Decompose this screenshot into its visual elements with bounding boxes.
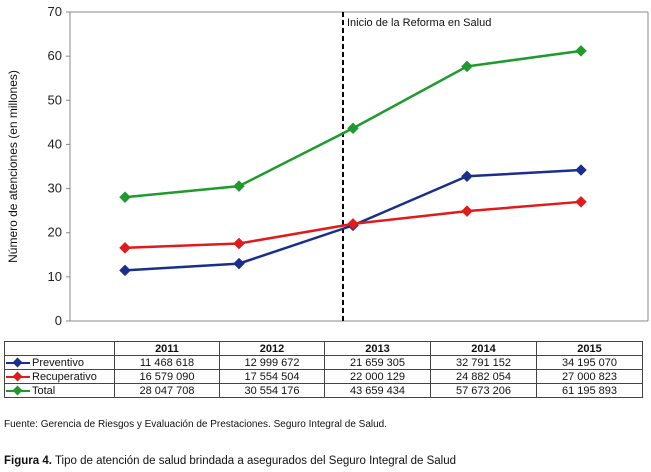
table-cell: 61 195 893 — [536, 383, 643, 398]
legend-key-icon — [6, 357, 30, 368]
data-point — [461, 60, 473, 73]
data-point — [119, 191, 131, 204]
line-chart: 0 10 20 30 40 50 60 70 Número de atenciones (en … — [6, 4, 649, 328]
table-row: Recuperativo 16 579 090 17 554 504 22 000 1… — [4, 369, 643, 384]
table-cell: 24 882 054 — [430, 369, 537, 384]
data-point — [461, 205, 473, 218]
table-cell: 27 000 823 — [536, 369, 643, 384]
figure-caption: Figura 4. Tipo de atención de salud brin… — [4, 455, 456, 467]
data-point — [119, 264, 131, 277]
legend-entry: Recuperativo — [4, 369, 115, 384]
data-point — [233, 237, 245, 250]
legend-label: Preventivo — [32, 356, 84, 369]
y-tick-label: 40 — [48, 136, 62, 151]
table-year-header: 2013 — [324, 341, 431, 356]
legend-entry: Total — [4, 383, 115, 398]
y-tick-label: 30 — [48, 181, 62, 196]
data-point — [575, 45, 587, 57]
table-cell: 32 791 152 — [430, 355, 537, 370]
source-note: Fuente: Gerencia de Riesgos y Evaluación… — [4, 419, 388, 430]
data-point — [575, 164, 587, 176]
data-point — [233, 180, 245, 192]
data-table: 2011 2012 2013 2014 2015 Preventivo 11 46… — [4, 341, 643, 398]
table-year-header: 2011 — [114, 341, 220, 356]
legend-label: Recuperativo — [32, 370, 97, 383]
y-tick-label: 20 — [48, 225, 62, 240]
table-year-header: 2015 — [536, 341, 643, 356]
reform-annotation-label: Inicio de la Reforma en Salud — [347, 17, 491, 29]
y-tick-label: 10 — [48, 269, 62, 284]
legend-label: Total — [32, 384, 56, 397]
legend-entry: Preventivo — [4, 355, 115, 370]
table-cell: 16 579 090 — [114, 369, 220, 384]
y-tick-label: 0 — [55, 313, 62, 328]
caption-prefix: Figura 4. — [4, 455, 52, 467]
data-point — [575, 195, 587, 208]
table-cell: 30 554 176 — [219, 383, 325, 398]
table-cell: 17 554 504 — [219, 369, 325, 384]
table-cell: 11 468 618 — [114, 355, 220, 370]
table-year-header: 2012 — [219, 341, 325, 356]
table-cell: 43 659 434 — [324, 383, 431, 398]
table-corner — [4, 341, 115, 356]
table-cell: 12 999 672 — [219, 355, 325, 370]
table-cell: 21 659 305 — [324, 355, 431, 370]
table-cell: 28 047 708 — [114, 383, 220, 398]
legend-key-icon — [6, 371, 30, 382]
data-point — [233, 257, 245, 270]
y-tick-label: 60 — [48, 48, 62, 63]
table-row: Preventivo 11 468 618 12 999 672 21 659 305… — [4, 355, 643, 370]
y-tick-label: 50 — [48, 92, 62, 107]
data-point — [461, 170, 473, 183]
table-cell: 57 673 206 — [430, 383, 537, 398]
y-tick-label: 70 — [48, 4, 62, 19]
data-point — [347, 218, 359, 230]
caption-text: Tipo de atención de salud brindada a ase… — [54, 455, 457, 467]
data-point — [119, 241, 131, 254]
legend-key-icon — [6, 385, 30, 396]
table-header-row: 2011 2012 2013 2014 2015 — [4, 341, 643, 356]
table-row: Total 28 047 708 30 554 176 43 659 434 57 67… — [4, 383, 643, 398]
y-axis-label: Número de atenciones (en millones) — [6, 70, 20, 263]
table-year-header: 2014 — [430, 341, 537, 356]
table-cell: 22 000 129 — [324, 369, 431, 384]
table-cell: 34 195 070 — [536, 355, 643, 370]
data-point — [347, 122, 359, 135]
